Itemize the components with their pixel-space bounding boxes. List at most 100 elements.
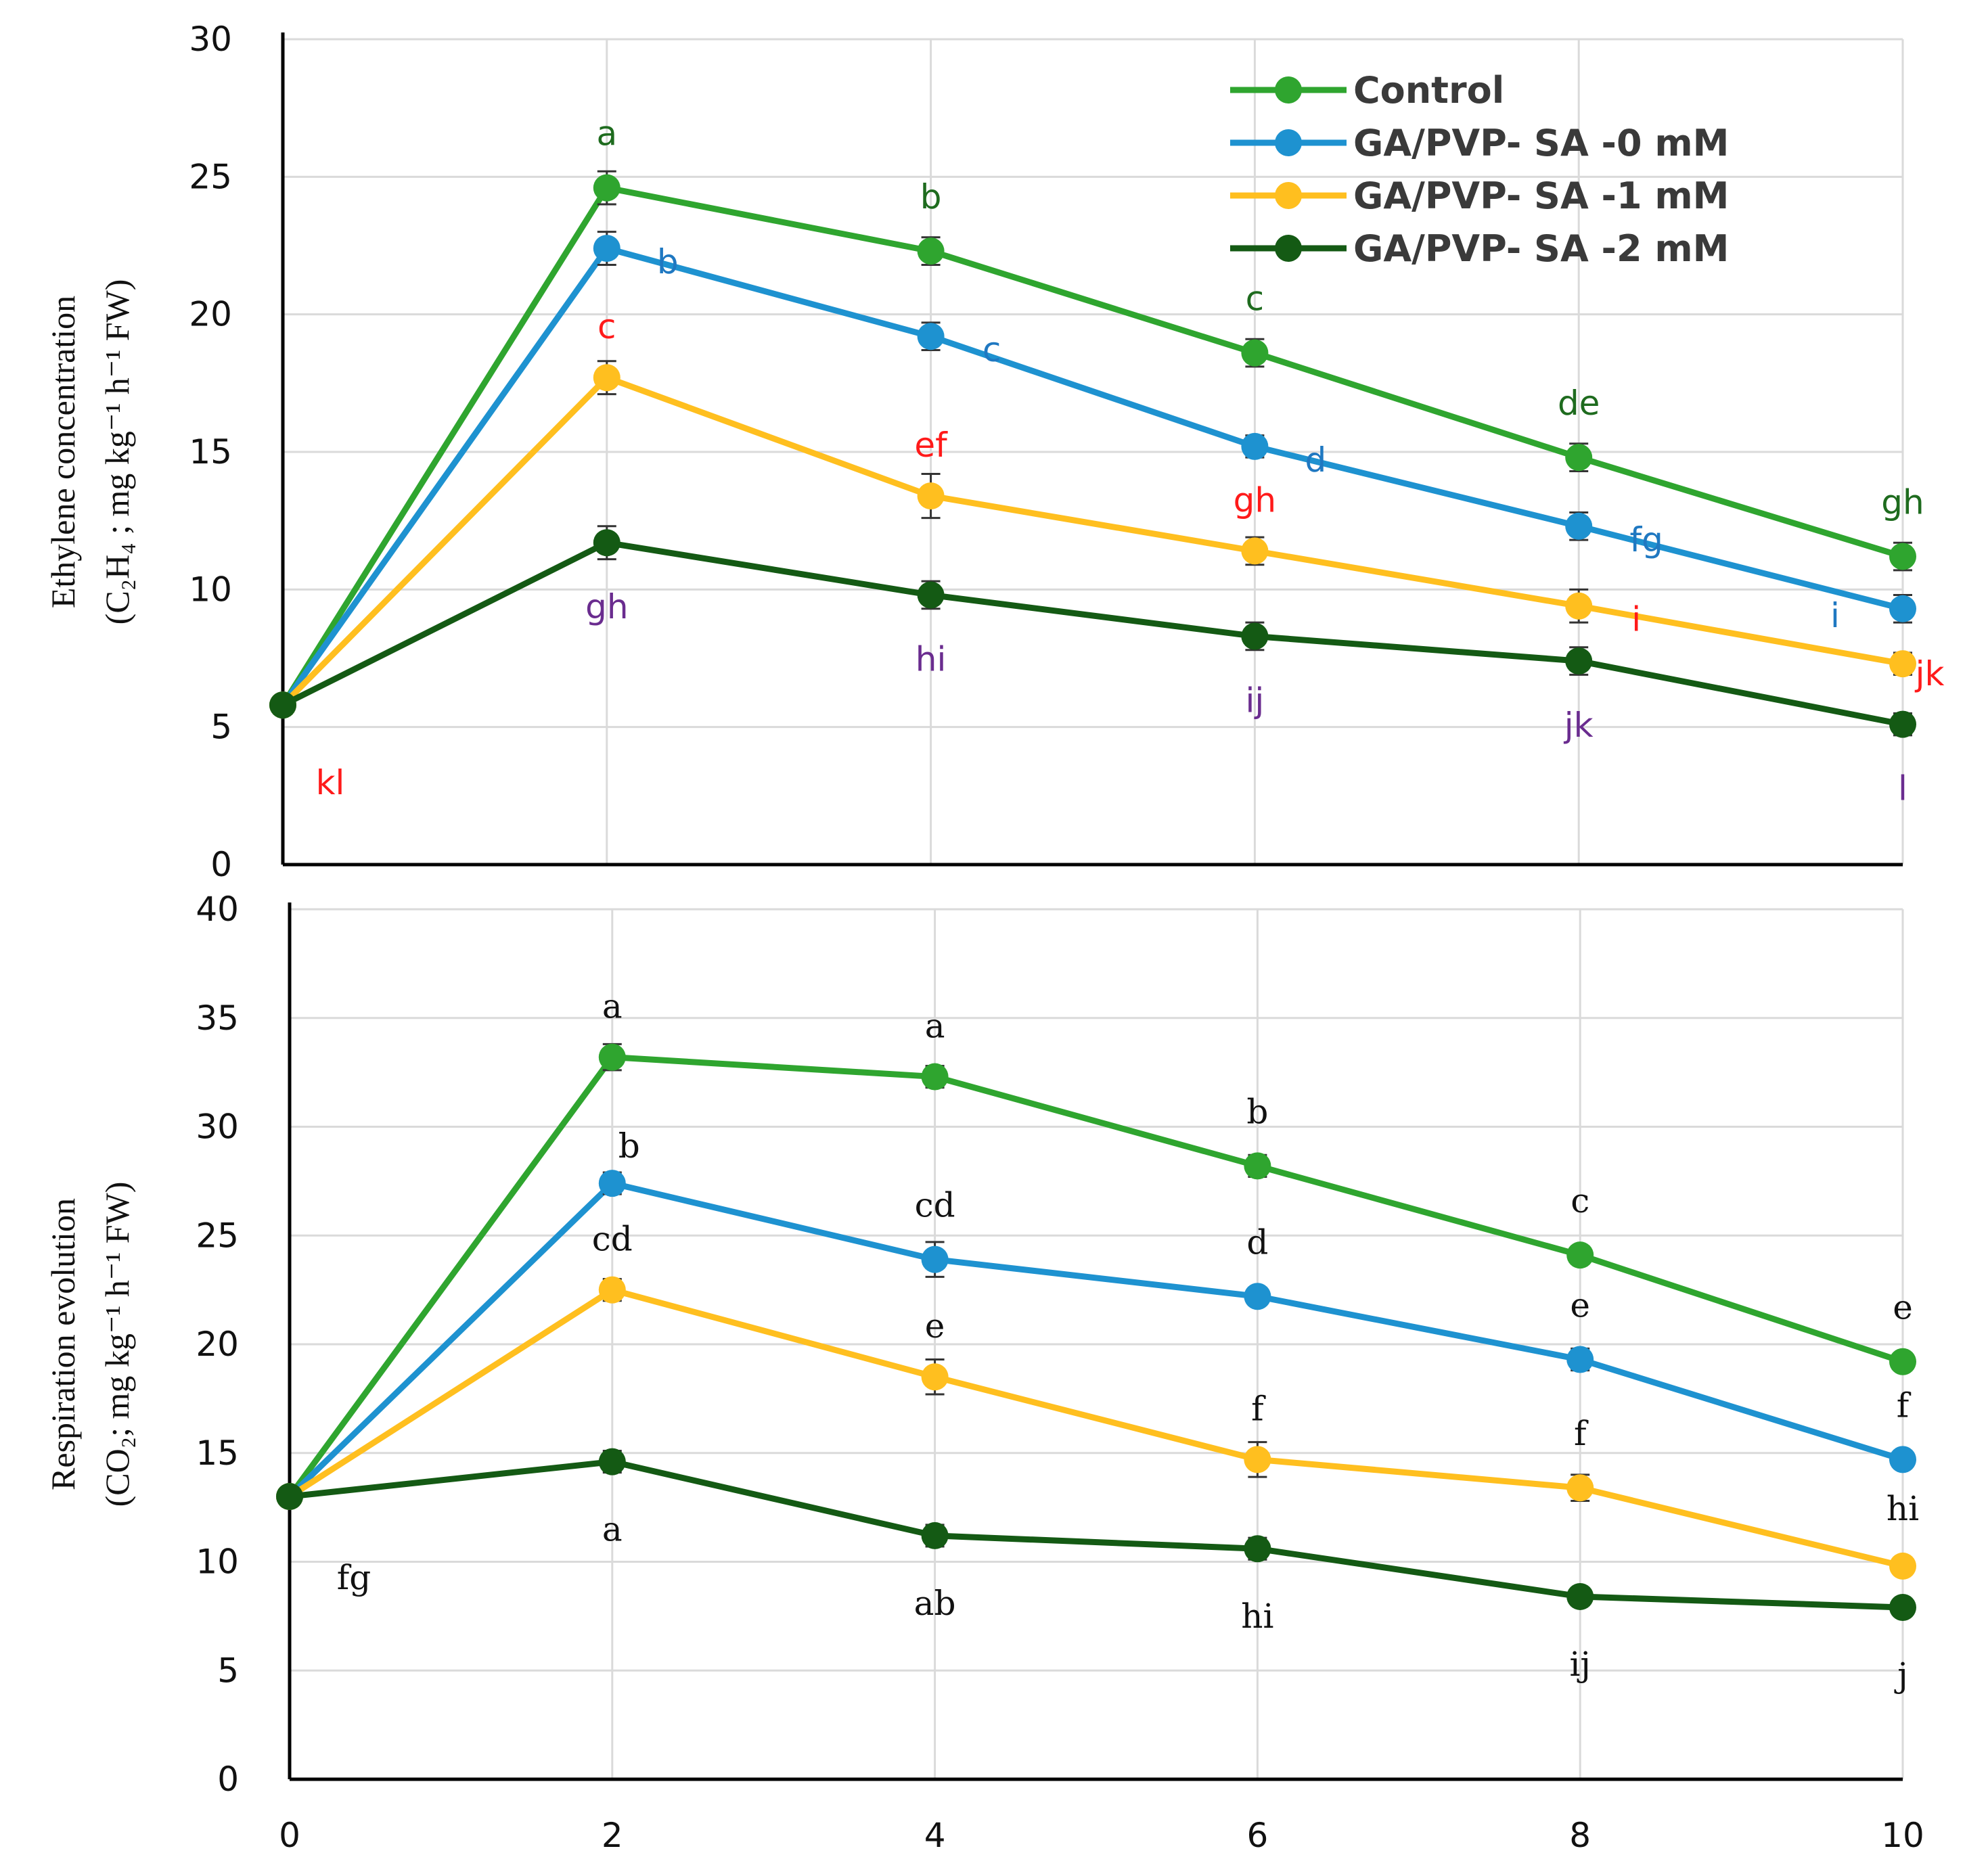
significance-letter: l (1898, 769, 1907, 808)
significance-letter: c (1246, 279, 1265, 319)
data-point (593, 364, 620, 392)
significance-letter: fg (1630, 520, 1663, 559)
significance-letter: e (1570, 1286, 1590, 1325)
y-tick-label: 30 (189, 20, 232, 59)
significance-letter: c (597, 307, 616, 346)
y-axis-unit: (CO₂; mg kg⁻¹ h⁻¹ FW) (98, 1182, 136, 1507)
significance-letter: b (1246, 1092, 1268, 1131)
data-point (921, 1522, 949, 1549)
significance-letter: j (1894, 1655, 1908, 1695)
x-tick-label: 2 (602, 1816, 623, 1855)
series-ga-pvp-sa-0-mm: b cd d e f (276, 1126, 1916, 1511)
data-point (1565, 512, 1593, 540)
significance-letter: c (1571, 1181, 1589, 1220)
significance-letter: e (1893, 1288, 1913, 1327)
y-tick-label: 0 (217, 1760, 239, 1799)
x-tick-label: 6 (1246, 1816, 1268, 1855)
data-point (1241, 339, 1269, 367)
series-line (281, 539, 1903, 728)
y-tick-label: 25 (196, 1216, 239, 1255)
significance-letter: b (618, 1126, 640, 1166)
series-line (280, 374, 1903, 708)
significance-letter: i (1631, 600, 1641, 639)
significance-letter: f (1251, 1389, 1266, 1428)
significance-letter: fg (337, 1558, 371, 1597)
data-point (1889, 650, 1916, 678)
data-point (1565, 444, 1593, 472)
legend-label: Control (1353, 69, 1504, 112)
data-point (1889, 543, 1916, 570)
data-point (1889, 710, 1916, 738)
series-control: a a b c e (276, 987, 1916, 1511)
significance-letter: i (1830, 596, 1840, 635)
y-tick-label: 0 (210, 845, 232, 884)
significance-letter: e (925, 1306, 945, 1346)
significance-letter: a (596, 114, 617, 154)
series-line (288, 1287, 1904, 1570)
series-ga-pvp-sa-0-mm: b c d fg i (269, 231, 1916, 719)
significance-letter: kl (316, 763, 345, 802)
series-control: a b c de gh (269, 114, 1924, 719)
significance-letter: jk (1915, 654, 1945, 693)
significance-letter: hi (916, 639, 947, 679)
significance-letter: hi (1887, 1489, 1919, 1528)
data-point (917, 581, 945, 609)
y-tick-label: 10 (196, 1542, 239, 1582)
data-point (1566, 1474, 1594, 1502)
x-tick-label: 8 (1569, 1816, 1591, 1855)
y-axis-title: Respiration evolution (44, 1198, 82, 1490)
data-point (1241, 537, 1269, 565)
data-point (1241, 432, 1269, 460)
data-point (1889, 595, 1916, 622)
y-tick-label: 30 (196, 1107, 239, 1147)
significance-letter: d (1305, 440, 1327, 480)
data-point (921, 1245, 949, 1273)
significance-letter: f (1574, 1414, 1589, 1453)
data-point (593, 235, 620, 262)
ethylene-chart: 0 5 10 15 20 25 30 Ethylene concentration (C₂H₄ … (44, 20, 1944, 884)
data-point (917, 237, 945, 265)
y-tick-label: 10 (189, 570, 232, 609)
significance-letter: gh (1234, 480, 1276, 520)
x-tick-label: 4 (924, 1816, 946, 1855)
data-point (921, 1363, 949, 1391)
data-point (1241, 622, 1269, 650)
data-point (1565, 592, 1593, 620)
data-point (1565, 647, 1593, 675)
data-point (1244, 1535, 1271, 1563)
y-tick-label: 25 (189, 157, 232, 196)
significance-letter: de (1558, 384, 1600, 423)
data-point (1244, 1446, 1271, 1473)
series-ga-pvp-sa-2-mm: a ab hi ij j (276, 1448, 1916, 1695)
legend-marker (1275, 129, 1302, 156)
data-point (593, 529, 620, 557)
data-point (598, 1276, 626, 1304)
significance-letter: a (602, 1510, 623, 1549)
series-line (287, 1054, 1904, 1498)
legend-label: GA/PVP- SA -2 mM (1353, 227, 1729, 270)
legend-marker (1275, 182, 1302, 209)
y-tick-label: 15 (189, 432, 232, 472)
series-line (287, 1180, 1904, 1499)
y-tick-label: 40 (196, 890, 239, 929)
data-point (1566, 1582, 1594, 1610)
data-point (1889, 1348, 1916, 1375)
data-point (593, 174, 620, 202)
series-ga-pvp-sa-1-mm: fg cd e f f hi (276, 1220, 1919, 1597)
significance-letter: ab (914, 1584, 956, 1623)
data-point (1889, 1594, 1916, 1622)
data-point (1889, 1552, 1916, 1580)
y-tick-label: 20 (189, 295, 232, 334)
data-point (921, 1063, 949, 1091)
series-line (289, 1459, 1903, 1611)
significance-letter: ij (1246, 681, 1265, 720)
data-point (1889, 1446, 1916, 1473)
data-point (917, 323, 945, 350)
data-point (917, 482, 945, 510)
data-point (276, 1483, 303, 1511)
legend-label: GA/PVP- SA -0 mM (1353, 122, 1729, 164)
significance-letter: gh (1881, 483, 1924, 522)
data-point (1566, 1241, 1594, 1269)
significance-letter: jk (1564, 706, 1594, 745)
